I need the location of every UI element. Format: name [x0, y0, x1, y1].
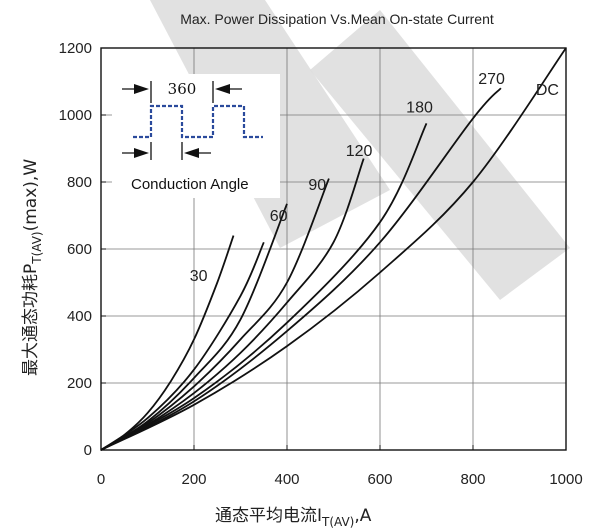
y-tick-label: 600 — [67, 241, 92, 258]
x-axis-label-sub: T(AV) — [321, 515, 354, 529]
y-tick-label: 400 — [67, 308, 92, 325]
inset-caption: Conduction Angle — [131, 176, 249, 193]
y-axis-label-sub: T(AV) — [30, 231, 44, 264]
x-tick-label: 200 — [181, 471, 206, 488]
curve-label-30: 30 — [190, 268, 208, 285]
curve-labels: 30 60 90 120 180 270 DC — [190, 71, 559, 285]
conduction-arrow-right — [184, 148, 199, 158]
x-tick-label: 400 — [274, 471, 299, 488]
curve-outer — [100, 47, 567, 451]
x-axis-label-tail: ,A — [354, 506, 371, 526]
chart-title: Max. Power Dissipation Vs.Mean On-state … — [180, 11, 494, 27]
pulse-waveform — [133, 104, 263, 139]
x-axis-ticks: 0 200 400 600 800 1000 — [97, 445, 583, 488]
x-tick-label: 1000 — [549, 471, 582, 488]
period-arrow-left — [134, 84, 149, 94]
curve-dc — [100, 87, 502, 451]
conduction-arrow-left — [134, 148, 149, 158]
x-tick-label: 0 — [97, 471, 105, 488]
x-tick-label: 800 — [460, 471, 485, 488]
x-axis-label: 通态平均电流IT(AV),A — [215, 506, 372, 529]
x-axis-label-main: 通态平均电流I — [215, 506, 322, 526]
y-axis-label-main: 最大通态功耗P — [21, 264, 41, 376]
y-axis-label-tail: (max),W — [21, 159, 41, 232]
curve-label-120: 120 — [346, 143, 373, 160]
y-tick-label: 800 — [67, 174, 92, 191]
period-label: 360 — [168, 80, 197, 98]
y-axis-ticks: 0 200 400 600 800 1000 1200 — [59, 40, 106, 459]
y-tick-label: 0 — [84, 442, 92, 459]
y-axis-label: 最大通态功耗PT(AV)(max),W — [21, 159, 44, 376]
curve-label-60: 60 — [270, 208, 288, 225]
x-tick-label: 600 — [367, 471, 392, 488]
curve-270 — [100, 123, 428, 451]
curves — [100, 47, 567, 451]
curve-label-90: 90 — [308, 177, 326, 194]
curve-label-180: 180 — [406, 99, 433, 116]
conduction-angle-inset: 360 Conduction Angle — [112, 74, 280, 198]
curve-label-270: 270 — [478, 71, 505, 88]
curve-label-dc: DC — [536, 82, 559, 99]
y-tick-label: 1000 — [59, 107, 92, 124]
watermark-stripe-right — [310, 10, 570, 300]
y-tick-label: 1200 — [59, 40, 92, 57]
curve-120 — [100, 178, 330, 451]
period-arrow-right — [215, 84, 230, 94]
curve-60 — [100, 241, 265, 451]
y-tick-label: 200 — [67, 375, 92, 392]
